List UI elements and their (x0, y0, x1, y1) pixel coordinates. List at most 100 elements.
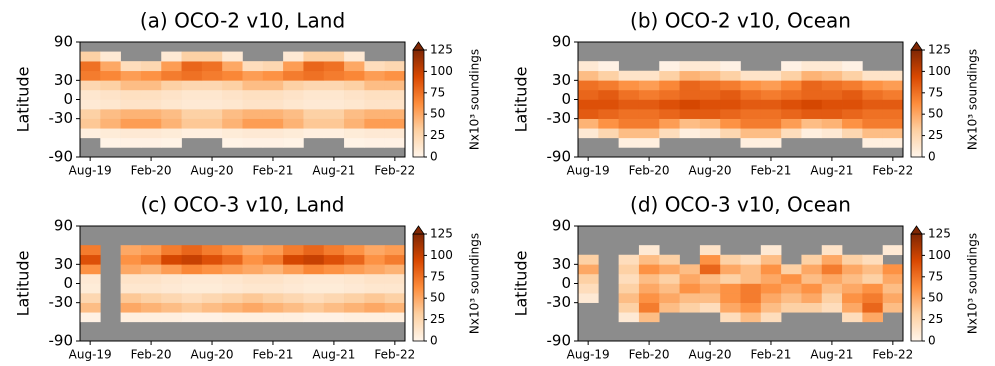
heat-cell (384, 245, 406, 256)
heat-cell (303, 51, 325, 62)
heat-cell (638, 99, 660, 110)
heat-cell (100, 137, 121, 148)
heat-cell (181, 245, 203, 256)
heat-cell (699, 273, 721, 284)
heat-cell (140, 128, 162, 139)
heat-cell (618, 99, 640, 110)
heat-cell (323, 128, 345, 139)
heat-cell (781, 70, 802, 81)
heat-cell (181, 273, 203, 284)
heat-cell (659, 293, 680, 303)
heat-cell (283, 61, 304, 72)
heat-cell (882, 302, 904, 313)
heat-cell (679, 99, 701, 110)
heat-cell (222, 312, 243, 323)
heat-cell (120, 89, 142, 100)
heat-cell (262, 254, 284, 265)
heat-cell (842, 302, 863, 313)
heat-cell (364, 312, 385, 323)
heat-cell (720, 118, 741, 129)
heat-cell (323, 99, 345, 110)
heat-cell (323, 51, 345, 62)
x-tick-label: Aug-21 (312, 348, 355, 362)
heat-cell (578, 264, 599, 275)
heat-cell (222, 254, 243, 265)
heat-cell (120, 245, 142, 256)
heat-cell (699, 70, 721, 81)
heat-cell (740, 80, 762, 91)
heat-cell (740, 302, 762, 313)
heat-cell (720, 99, 741, 110)
heat-cell (842, 70, 863, 81)
heat-cell (699, 99, 721, 110)
heat-cell (201, 70, 223, 81)
heat-cell (598, 109, 619, 119)
colorbar-tick-label: 125 (430, 227, 453, 241)
heat-cell (842, 312, 863, 323)
heat-cell (659, 283, 680, 294)
heat-cell (323, 109, 345, 119)
heat-cell (323, 293, 345, 303)
heat-cell (262, 118, 284, 129)
heat-cell (618, 302, 640, 313)
x-tick-label: Feb-21 (751, 164, 792, 178)
y-tick-label: -30 (547, 293, 572, 311)
heat-cell (303, 70, 325, 81)
heat-cell (384, 61, 406, 72)
heat-cell (862, 264, 883, 275)
colorbar-tick-label: 50 (430, 291, 445, 305)
heat-cell (80, 128, 101, 139)
heat-cell (882, 264, 904, 275)
heat-cell (578, 128, 599, 139)
heat-cell (578, 61, 599, 72)
heat-cell (140, 99, 162, 110)
heat-cell (801, 128, 823, 139)
heat-cell (262, 70, 284, 81)
heat-cell (679, 80, 701, 91)
colorbar-tick-label: 75 (928, 269, 943, 283)
heat-cell (323, 118, 345, 129)
heat-cell (720, 109, 741, 119)
heat-cell (364, 273, 385, 284)
heat-cell (181, 109, 203, 119)
heat-cell (262, 89, 284, 100)
colorbar (910, 49, 923, 158)
heat-cell (201, 254, 223, 265)
heat-cell (222, 99, 243, 110)
heat-cell (222, 273, 243, 284)
heat-cell (140, 245, 162, 256)
heat-cell (740, 70, 762, 81)
heat-cell (100, 109, 121, 119)
heat-cell (882, 283, 904, 294)
colorbar-label: Nx10³ soundings (468, 49, 482, 150)
heat-cell (323, 70, 345, 81)
heat-cell (821, 264, 843, 275)
heat-cell (283, 70, 304, 81)
heat-cell (140, 109, 162, 119)
heat-cell (781, 89, 802, 100)
heat-cell (801, 80, 823, 91)
heat-cell (760, 245, 782, 256)
heat-cell (578, 80, 599, 91)
x-tick-label: Feb-22 (374, 164, 415, 178)
heat-cell (740, 283, 762, 294)
x-tick-label: Feb-21 (751, 348, 792, 362)
heat-cell (201, 273, 223, 284)
heat-cell (303, 99, 325, 110)
heat-cell (323, 80, 345, 91)
heat-cell (242, 293, 264, 303)
heat-cell (242, 254, 264, 265)
heat-cell (862, 293, 883, 303)
heat-cell (140, 312, 162, 323)
heat-cell (862, 137, 883, 148)
heat-cell (181, 312, 203, 323)
colorbar-extension (412, 225, 425, 235)
heat-cell (882, 273, 904, 284)
heat-cell (679, 283, 701, 294)
colorbar-tick-label: 0 (430, 334, 438, 348)
heat-cell (262, 245, 284, 256)
colorbar-label: Nx10³ soundings (966, 49, 980, 150)
heat-cell (618, 118, 640, 129)
heat-cell (201, 118, 223, 129)
heat-cell (344, 283, 365, 294)
